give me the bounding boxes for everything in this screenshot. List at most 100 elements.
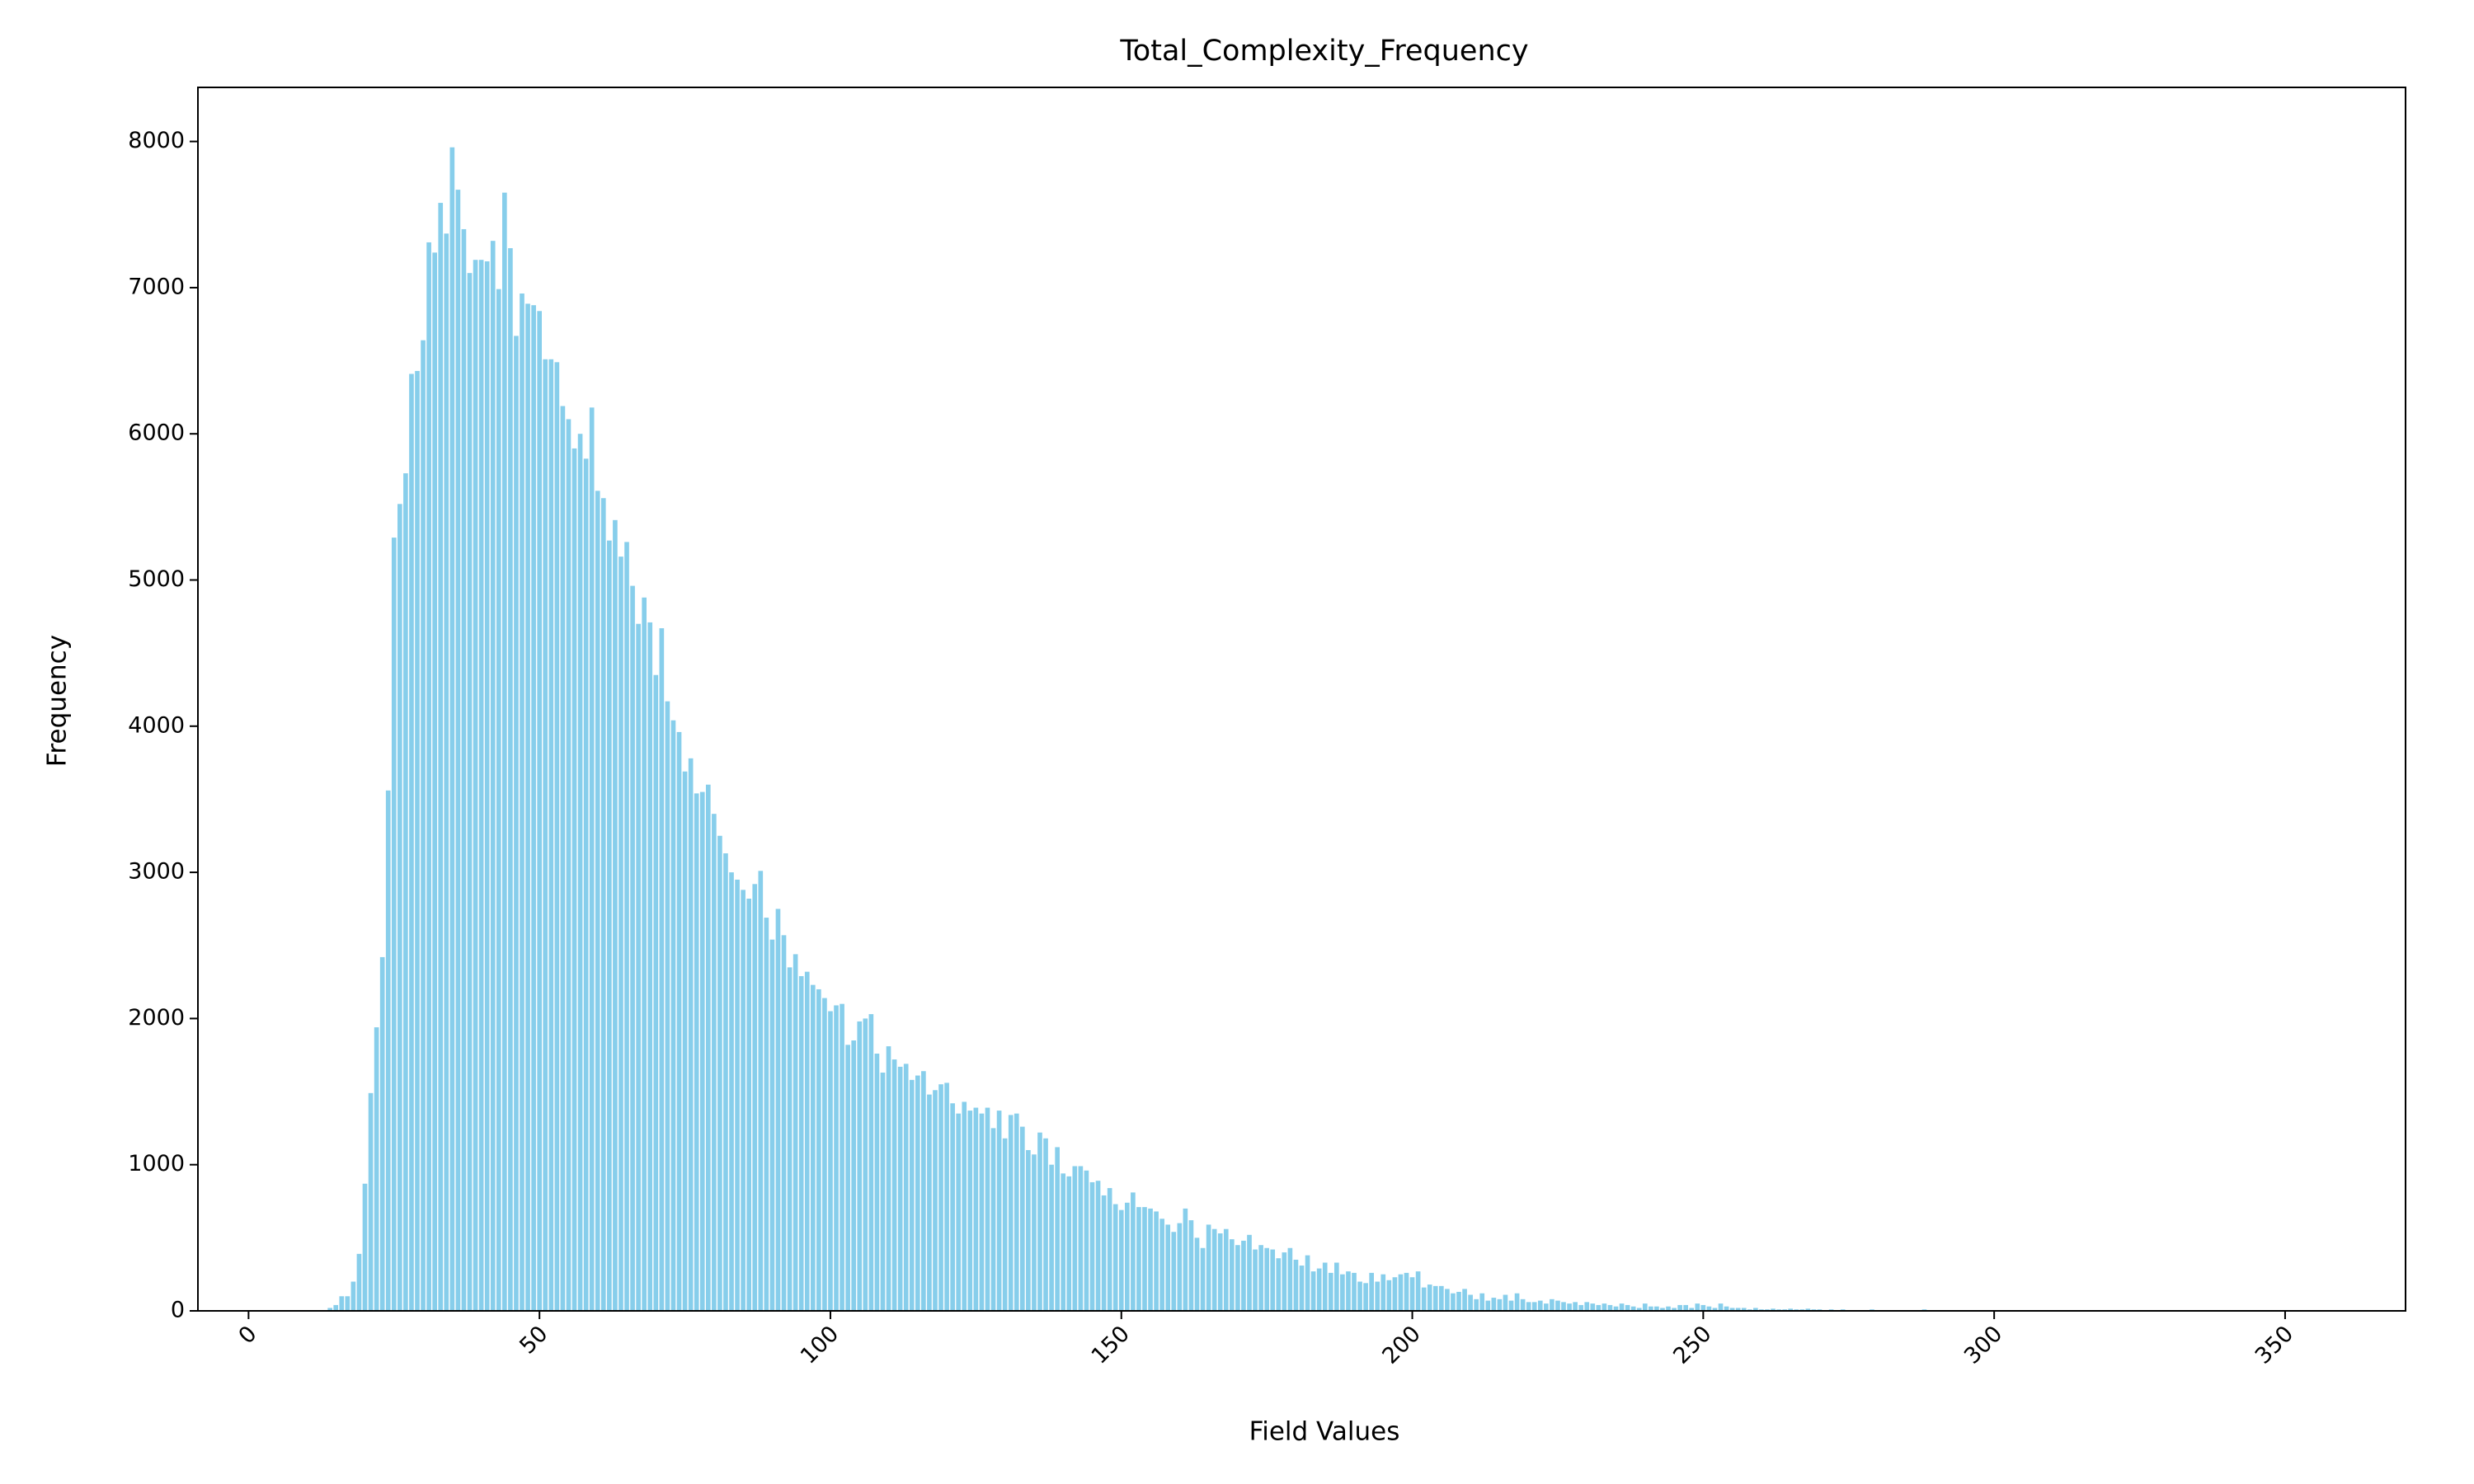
bar [845,1045,850,1311]
bar [583,458,589,1311]
bar [933,1090,938,1311]
bar [1788,1308,1794,1311]
bar [1497,1298,1503,1311]
y-tick-label: 6000 [128,420,185,446]
bar [1567,1303,1572,1311]
bar [1322,1262,1328,1311]
bars [327,147,1997,1312]
bar [1427,1284,1432,1311]
bar [478,260,484,1311]
bar [1706,1306,1712,1311]
bar [1695,1303,1700,1311]
bar [1445,1289,1450,1311]
x-tick-label: 0 [234,1321,262,1349]
bar [525,303,530,1311]
bar [438,203,444,1312]
bar [1456,1291,1461,1311]
x-tick-label: 250 [1668,1321,1716,1369]
bar [705,784,711,1311]
bar [1078,1166,1084,1311]
bar [950,1103,955,1311]
bar [403,473,408,1311]
bar [752,884,758,1311]
bar [490,241,496,1311]
bar [1613,1306,1619,1311]
bar [688,758,694,1311]
bar [1352,1272,1357,1311]
bar [1508,1300,1514,1311]
bar [1729,1308,1735,1311]
bar [1602,1303,1607,1311]
bar [979,1113,985,1311]
bar [1432,1285,1438,1311]
bar [385,790,391,1311]
bar [333,1304,339,1311]
bar [758,871,764,1311]
bar [1573,1302,1578,1311]
bar [1340,1274,1345,1311]
x-tick-label: 200 [1377,1321,1425,1369]
bar [1217,1233,1223,1311]
bar [874,1053,880,1311]
bar [1451,1293,1456,1311]
bar [1544,1303,1549,1311]
bar [1555,1300,1560,1311]
bar [350,1281,356,1311]
bar [432,252,437,1311]
bar [1019,1126,1025,1311]
bar [775,909,781,1311]
bar [1683,1304,1689,1311]
bar [670,720,676,1311]
bar [409,373,414,1311]
bar [1055,1147,1060,1311]
bar [1398,1274,1404,1311]
bar [891,1059,897,1311]
bar [798,975,804,1311]
bar [1771,1308,1776,1311]
bar [1089,1181,1095,1311]
bar [1550,1298,1554,1311]
bar [566,419,571,1312]
bar [921,1071,926,1311]
bar [1625,1304,1630,1311]
bar [927,1094,932,1311]
bar [793,954,798,1311]
bar [1607,1304,1613,1311]
bar [600,498,606,1311]
bar [1235,1245,1240,1311]
bar [1700,1304,1706,1311]
bar [397,504,402,1311]
bar [699,791,705,1311]
bar [712,814,717,1311]
bar [717,835,722,1311]
bar [1101,1195,1107,1311]
bar [996,1111,1002,1311]
bar [618,556,623,1311]
bar [735,879,740,1311]
bar [804,971,810,1311]
bar [1241,1240,1246,1311]
bar [764,918,769,1311]
bar [886,1046,891,1311]
bar [1375,1281,1380,1311]
bar [595,491,600,1311]
bar [514,336,519,1311]
bar [624,542,629,1311]
bar [1136,1207,1141,1311]
bar [1159,1219,1164,1311]
bar [665,701,670,1311]
bar [1095,1181,1101,1311]
bar [1724,1306,1729,1311]
bar [1578,1304,1584,1311]
bar [741,890,745,1311]
bar [729,872,734,1311]
y-tick-label: 3000 [128,859,185,885]
bar [1008,1115,1014,1311]
bar [1171,1232,1177,1311]
bar [1142,1207,1147,1311]
bar [1363,1283,1368,1311]
bar [421,340,426,1312]
x-tick-label: 100 [796,1321,844,1369]
bar [1392,1277,1398,1311]
